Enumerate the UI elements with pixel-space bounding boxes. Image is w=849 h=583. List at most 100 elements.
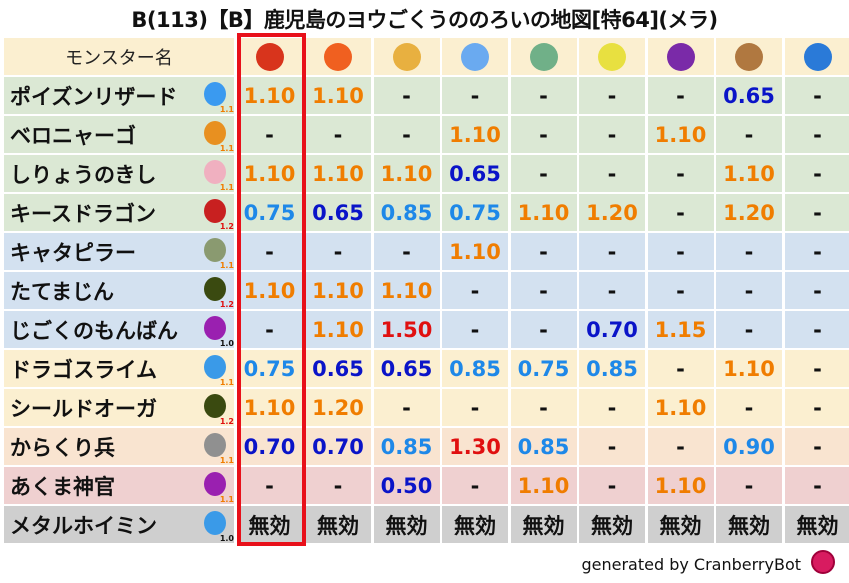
resistance-value: 0.75: [510, 350, 577, 387]
resistance-value: -: [784, 194, 849, 231]
resistance-value: -: [716, 389, 782, 426]
flame-icon: [324, 42, 352, 71]
resistance-value: 無効: [716, 506, 782, 543]
resistance-value: 1.10: [510, 467, 577, 504]
resistance-value: 1.30: [442, 428, 508, 465]
resistance-value: 0.65: [442, 155, 508, 192]
material-icon: [204, 394, 226, 418]
monster-name: ドラゴスライム: [10, 357, 157, 382]
resistance-value: -: [510, 389, 577, 426]
resistance-value: 1.10: [236, 155, 303, 192]
header-monster-name: モンスター名: [4, 38, 234, 75]
resistance-value: -: [784, 467, 849, 504]
monster-name-cell: ベロニャーゴ 1.1: [4, 116, 234, 153]
resistance-value: -: [784, 311, 849, 348]
resistance-value: -: [510, 116, 577, 153]
resistance-value: 1.10: [442, 233, 508, 270]
resistance-value: -: [716, 233, 782, 270]
resistance-value: 1.10: [305, 155, 371, 192]
monster-name-cell: たてまじん 1.2: [4, 272, 234, 309]
skull-icon: [204, 160, 226, 184]
cranberry-bot-icon: [811, 550, 835, 574]
monster-name: ベロニャーゴ: [10, 123, 136, 148]
resistance-value: 無効: [236, 506, 303, 543]
resistance-value: -: [647, 155, 714, 192]
resistance-value: -: [579, 155, 645, 192]
monster-name: キャタピラー: [10, 240, 136, 265]
gear-icon: [204, 433, 226, 457]
monster-name: キースドラゴン: [10, 201, 156, 226]
resistance-value: -: [579, 428, 645, 465]
resistance-value: -: [236, 233, 303, 270]
resistance-value: 0.65: [716, 77, 782, 114]
slime-icon: [204, 355, 226, 379]
monster-name-cell: メタルホイミン 1.0: [4, 506, 234, 543]
monster-name-cell: シールドオーガ 1.2: [4, 389, 234, 426]
monster-name: ポイズンリザード: [10, 84, 178, 109]
resistance-value: -: [510, 233, 577, 270]
multiplier-label: 1.2: [219, 222, 234, 231]
element-header: [236, 38, 303, 75]
element-header: [579, 38, 645, 75]
monster-name-cell: からくり兵 1.1: [4, 428, 234, 465]
demon-icon: [204, 472, 226, 496]
resistance-value: -: [647, 428, 714, 465]
multiplier-label: 1.1: [219, 261, 234, 270]
tornado-icon: [529, 42, 558, 71]
resistance-value: 0.75: [236, 194, 303, 231]
resistance-value: 無効: [373, 506, 440, 543]
ice-crystal-icon: [461, 42, 489, 71]
resistance-value: 0.65: [305, 194, 371, 231]
page-title: B(113)【B】鹿児島のヨウごくうののろいの地図[特64](メラ): [131, 8, 718, 32]
element-header: [373, 38, 440, 75]
resistance-value: 無効: [305, 506, 371, 543]
resistance-value: 0.85: [373, 194, 440, 231]
resistance-value: -: [305, 233, 371, 270]
resistance-value: -: [579, 116, 645, 153]
resistance-value: -: [510, 77, 577, 114]
resistance-value: -: [510, 272, 577, 309]
resistance-value: -: [579, 77, 645, 114]
resistance-value: 1.10: [647, 116, 714, 153]
monster-name-cell: しりょうのきし 1.1: [4, 155, 234, 192]
resistance-value: -: [510, 155, 577, 192]
resistance-value: -: [784, 389, 849, 426]
resistance-value: 0.85: [579, 350, 645, 387]
element-header: [784, 38, 849, 75]
resistance-value: -: [647, 233, 714, 270]
monster-name: しりょうのきし: [10, 162, 157, 187]
resistance-value: -: [442, 311, 508, 348]
monster-name: シールドオーガ: [10, 396, 157, 421]
dragon-icon: [204, 199, 226, 223]
resistance-value: 1.10: [647, 467, 714, 504]
paw-icon: [204, 121, 226, 145]
resistance-value: 0.70: [579, 311, 645, 348]
resistance-value: -: [716, 311, 782, 348]
resistance-value: 1.10: [305, 311, 371, 348]
resistance-value: -: [305, 116, 371, 153]
resistance-value: 1.10: [510, 194, 577, 231]
monster-name-cell: ドラゴスライム 1.1: [4, 350, 234, 387]
resistance-value: 1.10: [236, 272, 303, 309]
resistance-value: -: [647, 272, 714, 309]
resistance-value: -: [236, 467, 303, 504]
monster-name: メタルホイミン: [10, 513, 157, 538]
resistance-value: -: [236, 311, 303, 348]
resistance-value: 1.10: [442, 116, 508, 153]
resistance-value: 1.20: [579, 194, 645, 231]
resistance-value: 0.85: [510, 428, 577, 465]
resistance-value: -: [373, 389, 440, 426]
resistance-value: -: [579, 272, 645, 309]
darkness-icon: [666, 42, 695, 71]
resistance-value: 無効: [442, 506, 508, 543]
multiplier-label: 1.1: [219, 378, 234, 387]
resistance-value: -: [442, 389, 508, 426]
resistance-value: 1.10: [305, 77, 371, 114]
resistance-value: -: [716, 272, 782, 309]
resistance-value: -: [784, 428, 849, 465]
resistance-value: -: [784, 116, 849, 153]
resistance-value: 1.15: [647, 311, 714, 348]
resistance-value: 1.10: [373, 272, 440, 309]
resistance-value: 0.70: [236, 428, 303, 465]
multiplier-label: 1.2: [219, 300, 234, 309]
